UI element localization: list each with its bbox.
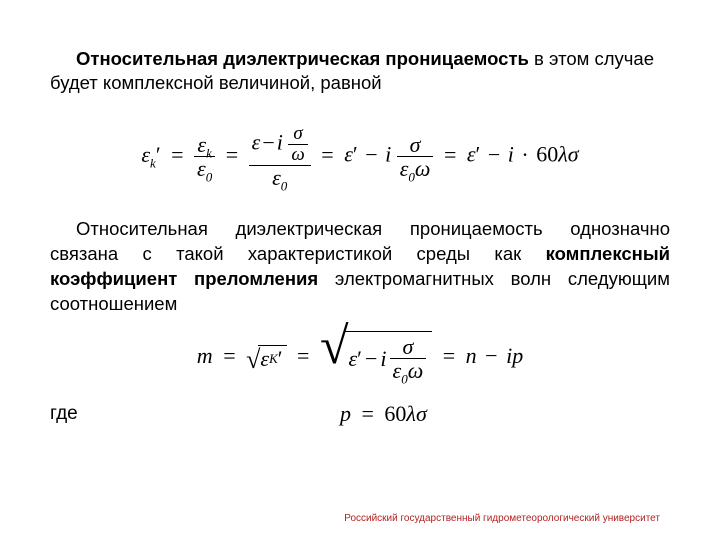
eps-k-prime: εk′ [141,142,160,167]
frac-ek-e0: εk ε0 [194,133,215,180]
lambda-1: λ [558,142,568,167]
para1-bold: Относительная диэлектрическая проницаемо… [76,48,529,69]
sigma-1: σ [568,142,579,167]
minus-np: − [482,343,500,368]
eq2-1: = [218,343,240,368]
frac-main: ε−i σ ω ε0 [249,124,311,189]
sqrt-small: √ εК′ [246,345,286,372]
frac-sigma-e0w: σ ε0ω [397,133,434,180]
eps-prime-2: ε′ [467,142,480,167]
i-2: i [508,142,514,167]
eq2-3: = [438,343,460,368]
formula-1: εk′ = εk ε0 = ε−i σ ω ε0 = ε′ − i σ ε0ω … [50,124,670,189]
i-1: i [385,142,391,167]
minus-2: − [486,142,502,167]
sixty: 60 [536,142,558,167]
sqrt-big: √ ε′ − i σ ε0ω [320,331,432,385]
p-np: p [512,343,523,368]
equals-3: = [316,142,338,167]
eps-prime-1: ε′ [344,142,357,167]
paragraph-2: Относительная диэлектрическая проницаемо… [50,217,670,317]
equals-4: = [439,142,461,167]
where-row: где p = 60λσ [50,401,670,427]
n-var: n [466,343,477,368]
formula-2: m = √ εК′ = √ ε′ − i σ ε0ω = n − ip [50,331,670,385]
equals-2: = [221,142,243,167]
paragraph-1: Относительная диэлектрическая проницаемо… [50,47,670,97]
equals-1: = [166,142,188,167]
m-var: m [197,343,213,368]
footer-text: Российский государственный гидрометеорол… [344,513,660,524]
minus-1: − [363,142,379,167]
cdot: · [519,142,530,167]
formula-3: p = 60λσ [340,401,427,427]
slide-page: Относительная диэлектрическая проницаемо… [0,0,720,540]
where-label: где [50,403,280,425]
eq2-2: = [292,343,314,368]
